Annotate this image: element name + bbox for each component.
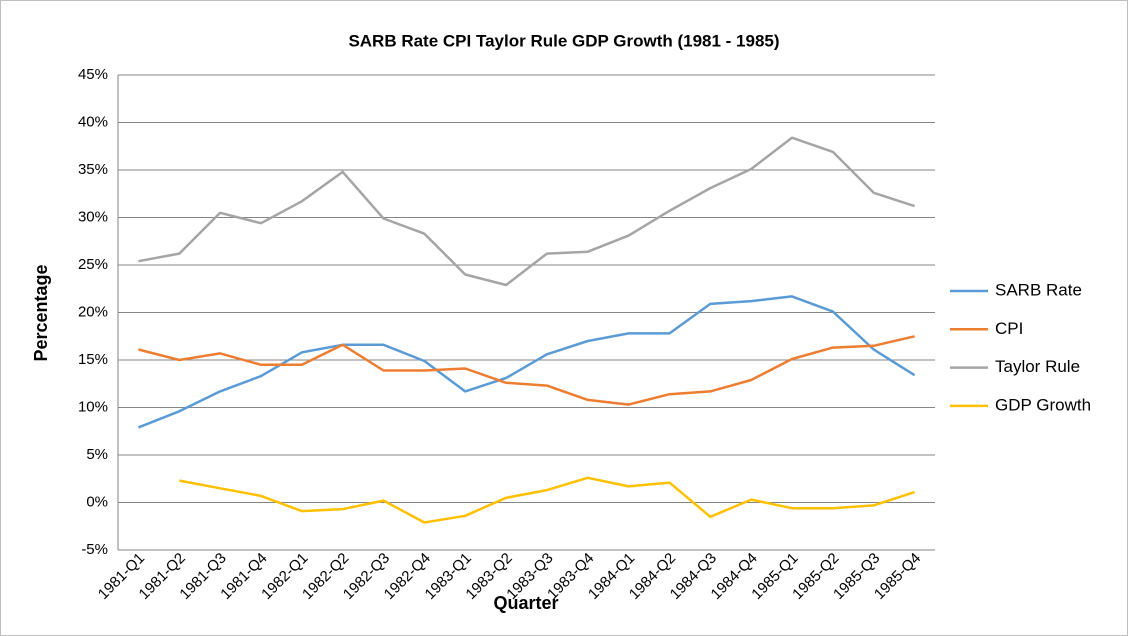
- chart-title: SARB Rate CPI Taylor Rule GDP Growth (19…: [348, 31, 779, 50]
- y-tick-label: 30%: [78, 208, 108, 225]
- legend-label: SARB Rate: [995, 280, 1082, 299]
- x-axis-title: Quarter: [493, 593, 558, 613]
- legend-label: GDP Growth: [995, 395, 1091, 414]
- y-tick-label: 35%: [78, 161, 108, 178]
- y-axis-title: Percentage: [31, 264, 51, 361]
- series-line: [138, 335, 915, 406]
- y-tick-label: 15%: [78, 351, 108, 368]
- y-tick-label: 10%: [78, 398, 108, 415]
- series-line: [137, 295, 916, 429]
- y-tick-label: 5%: [86, 446, 108, 463]
- y-tick-label: 0%: [86, 493, 108, 510]
- legend-label: CPI: [995, 319, 1023, 338]
- y-tick-label: 45%: [78, 66, 108, 83]
- y-tick-label: 20%: [78, 303, 108, 320]
- series-line: [179, 476, 915, 524]
- y-tick-label: -5%: [81, 541, 108, 558]
- y-tick-label: 40%: [78, 113, 108, 130]
- y-tick-label: 25%: [78, 256, 108, 273]
- legend-label: Taylor Rule: [995, 357, 1080, 376]
- series-line: [138, 136, 915, 287]
